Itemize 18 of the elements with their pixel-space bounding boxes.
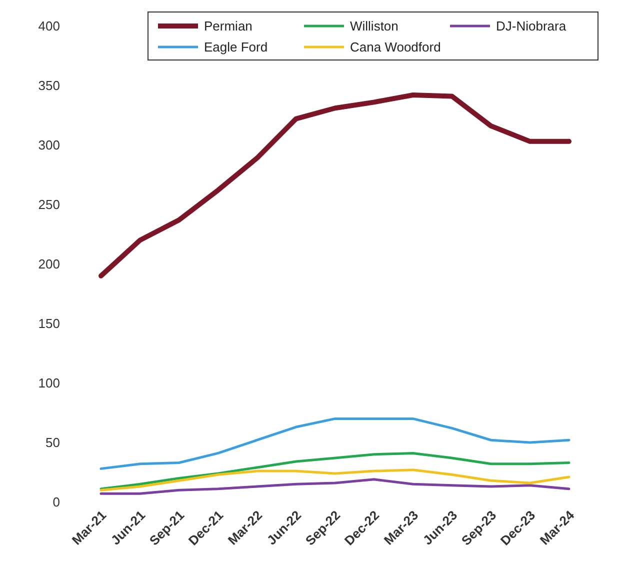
y-tick-label: 150 bbox=[38, 316, 60, 332]
legend-label: Cana Woodford bbox=[350, 40, 441, 55]
y-tick-label: 100 bbox=[38, 376, 60, 391]
legend-label: DJ-Niobrara bbox=[496, 18, 567, 34]
y-tick-label: 50 bbox=[46, 435, 60, 450]
line-series bbox=[100, 468, 570, 492]
legend-label: Permian bbox=[204, 18, 252, 34]
y-tick-label: 300 bbox=[38, 138, 60, 153]
line-series bbox=[100, 452, 570, 490]
legend-label: Eagle Ford bbox=[204, 40, 268, 55]
line-series bbox=[100, 478, 570, 495]
legend-label: Williston bbox=[350, 18, 398, 34]
line-series bbox=[100, 417, 570, 470]
y-tick-label: 400 bbox=[38, 18, 60, 34]
y-tick-label: 200 bbox=[38, 256, 60, 272]
y-tick-label: 250 bbox=[38, 197, 60, 212]
y-tick-label: 350 bbox=[38, 78, 60, 94]
y-tick-label: 0 bbox=[52, 494, 60, 510]
